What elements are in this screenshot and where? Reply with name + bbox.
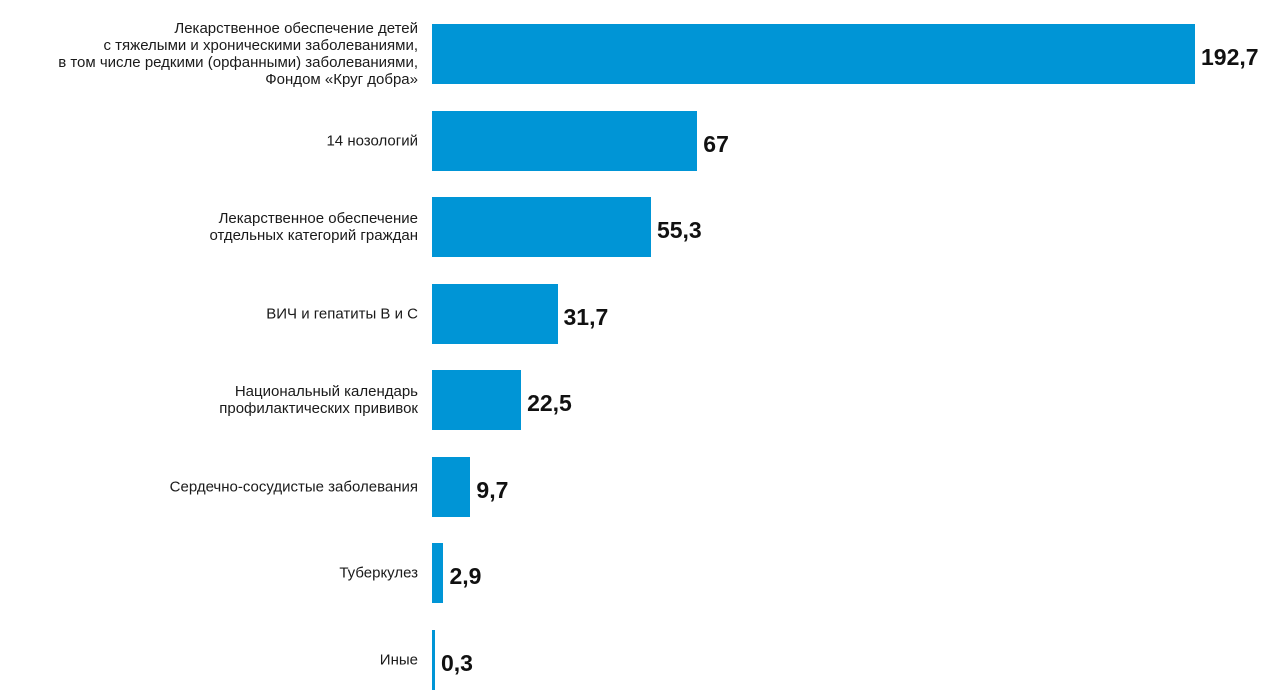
value-label: 22,5 (527, 390, 572, 416)
category-label-line: Лекарственное обеспечение детей (174, 20, 418, 37)
bar (432, 197, 651, 257)
category-label-line: Лекарственное обеспечение (218, 210, 418, 227)
category-label-line: Иные (379, 651, 418, 668)
category-label: Туберкулез (339, 565, 418, 582)
category-label-line: с тяжелыми и хроническими заболеваниями, (103, 37, 419, 54)
category-label-line: отдельных категорий граждан (209, 227, 418, 244)
bar (432, 24, 1195, 84)
category-label-line: профилактических прививок (219, 400, 418, 417)
category-label-line: ВИЧ и гепатиты В и С (266, 305, 418, 322)
category-label: Национальный календарь профилактических п… (219, 383, 418, 417)
bar-chart: Лекарственное обеспечение детей с тяжелым… (58, 20, 1259, 690)
value-label: 55,3 (656, 217, 702, 243)
category-label: ВИЧ и гепатиты В и С (266, 305, 418, 322)
category-label-line: Туберкулез (339, 564, 418, 582)
category-label-line: Сердечно-сосудистые заболевания (169, 478, 418, 495)
value-label: 0,3 (441, 649, 473, 676)
value-label: 9,7 (476, 476, 509, 503)
value-label: 67 (703, 130, 729, 157)
value-label: 2,9 (449, 563, 482, 589)
value-label: 192,7 (1201, 44, 1259, 70)
category-label: 14 нозологий (326, 132, 418, 149)
category-label: Иные (380, 651, 418, 668)
category-label: Лекарственное обеспечение детей с тяжелым… (58, 20, 418, 88)
category-label: Сердечно-сосудистые заболевания (170, 478, 418, 495)
bar (432, 370, 522, 430)
category-label: Лекарственное обеспечение отдельных катег… (209, 210, 418, 244)
bar (432, 283, 558, 344)
category-label-line: 14 нозологий (326, 132, 418, 149)
bar (432, 110, 698, 171)
value-label: 31,7 (563, 303, 609, 330)
category-label-line: в том числе редкими (орфанными) заболева… (58, 54, 418, 71)
bar (432, 543, 444, 603)
bar (432, 456, 471, 517)
category-label-line: Фондом «Круг добра» (265, 71, 418, 88)
category-label-line: Национальный календарь (234, 383, 418, 400)
bar (432, 629, 435, 690)
